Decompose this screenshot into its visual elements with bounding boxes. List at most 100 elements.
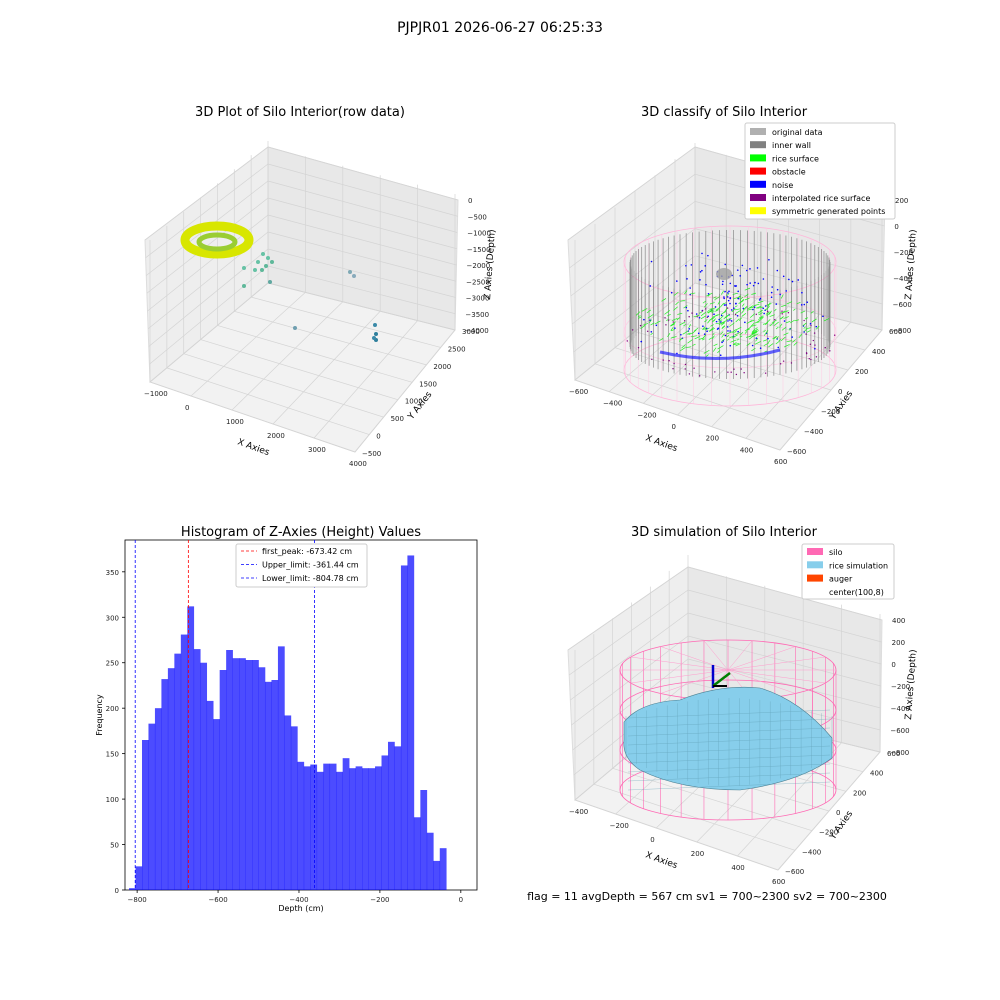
raw-data-point [253,268,257,272]
classify-x-tick-label: −200 [637,411,656,419]
histogram-y-tick-label: 50 [110,842,119,850]
classify-z-tick-label: −800 [892,327,911,335]
raw-3d-panel: 3D Plot of Silo Interior(row data) −1000… [144,105,498,468]
histogram-x-tick-label: −800 [128,896,147,904]
raw-ring-cluster [180,221,254,259]
classify-legend-label: rice surface [772,154,819,163]
classify-x-tick-label: 0 [672,423,676,431]
raw-data-point [372,336,376,340]
histogram-bar [355,766,363,890]
histogram-bar [439,848,447,890]
classify-y-tick-label: −400 [804,428,823,436]
histogram-y-tick-label: 300 [106,614,119,622]
histogram-bar [420,790,428,890]
simulation-z-tick-label: −600 [890,727,909,735]
histogram-bar [394,746,402,890]
histogram-bar [264,681,272,890]
histogram-bar [213,719,220,890]
raw-z-tick-label: −3000 [466,295,490,303]
histogram-bar [252,660,259,890]
simulation-rice-surface [623,686,833,791]
histogram-bar [219,670,227,890]
raw-z-axis-label: Z Axies (Depth) [483,229,498,300]
simulation-legend: silo rice simulation auger center(100,8) [801,543,895,600]
raw-z-tick-label: −1500 [467,246,491,254]
histogram-y-tick-label: 200 [106,705,119,713]
raw-z-tick-label: −3500 [465,311,489,319]
classify-y-tick-label: 0 [838,388,842,396]
histogram-bar [368,768,376,890]
classify-legend-label: original data [772,128,823,137]
classify-legend-label: interpolated rice surface [772,194,870,203]
histogram-bar [407,555,415,890]
histogram-bar [426,832,434,890]
classify-y-tick-label: −600 [787,448,806,456]
footer-status: flag = 11 avgDepth = 567 cm sv1 = 700~23… [527,890,887,903]
histogram-bar [362,768,369,890]
classify-legend-label: symmetric generated points [772,207,885,216]
classify-legend-swatch [750,194,766,201]
raw-y-tick-label: 2000 [433,363,451,371]
histogram-bar [141,740,149,890]
classify-legend-label: noise [772,181,793,190]
raw-y-tick-label: 1500 [419,380,437,388]
raw-data-point [348,270,352,274]
raw-y-axis-label: Y Axies [406,390,435,423]
histogram-bar [342,758,350,890]
classify-silo-wireframe [623,225,837,407]
simulation-z-tick-label: 200 [892,639,905,647]
simulation-x-tick-label: −400 [569,808,588,816]
classify-legend-swatch [750,154,766,162]
histogram-bar [174,653,182,890]
histogram-bar [349,768,356,890]
histogram-bar [167,668,175,890]
classify-x-tick-label: 200 [706,435,719,443]
classify-z-tick-label: −600 [893,301,912,309]
simulation-x-tick-label: 0 [650,836,654,844]
simulation-z-axis-label: Z Axies (Depth) [904,649,919,720]
histogram-bar [323,763,331,890]
simulation-x-tick-label: 400 [731,864,744,872]
raw-y-tick-label: −500 [362,450,381,458]
histogram-x-tick-label: −600 [208,896,227,904]
classify-x-tick-label: −400 [603,400,622,408]
histogram-y-tick-label: 250 [106,660,119,668]
classify-x-tick-label: 400 [740,446,753,454]
classify-z-tick-label: 0 [894,223,898,231]
raw-x-tick-label: −1000 [144,390,168,398]
classify-panel-title: 3D classify of Silo Interior [641,105,808,120]
classify-legend: original data inner wall rice surface obsta… [744,122,896,220]
classify-legend-label: inner wall [772,141,811,150]
raw-x-tick-label: 2000 [267,432,285,440]
simulation-auger [711,665,731,688]
histogram-bar [316,771,324,890]
histogram-y-tick-label: 100 [106,796,119,804]
classify-x-axis-label: X Axies [644,433,679,454]
simulation-legend-swatch [807,561,823,569]
histogram-bar [387,741,395,890]
raw-y-tick-label: 1000 [405,398,423,406]
simulation-y-tick-label: −200 [819,829,838,837]
raw-z-tick-label: −1000 [467,230,491,238]
histogram-bar [187,606,195,890]
histogram-x-axis-label: Depth (cm) [278,904,323,913]
histogram-bar [413,817,421,890]
histogram-bar [161,679,169,890]
figure-title: PJPJR01 2026-06-27 06:25:33 [397,20,603,36]
classify-y-tick-label: −200 [821,408,840,416]
histogram-bar [336,771,343,890]
histogram-bar [290,726,298,890]
classify-legend-swatch [750,167,766,175]
raw-grid [144,141,459,453]
raw-data-point [242,266,246,270]
classify-z-axis-label: Z Axies (Depth) [904,229,919,300]
histogram-bar [271,680,279,890]
raw-z-tick-label: −500 [468,213,487,221]
raw-y-tick-label: 500 [391,415,404,423]
classify-point-cloud [623,225,837,407]
simulation-z-tick-label: −800 [890,749,909,757]
classify-3d-panel: 3D classify of Silo Interior −600 −400 −20… [567,105,919,466]
classify-legend-swatch [750,207,766,215]
classify-legend-swatch [750,180,766,188]
